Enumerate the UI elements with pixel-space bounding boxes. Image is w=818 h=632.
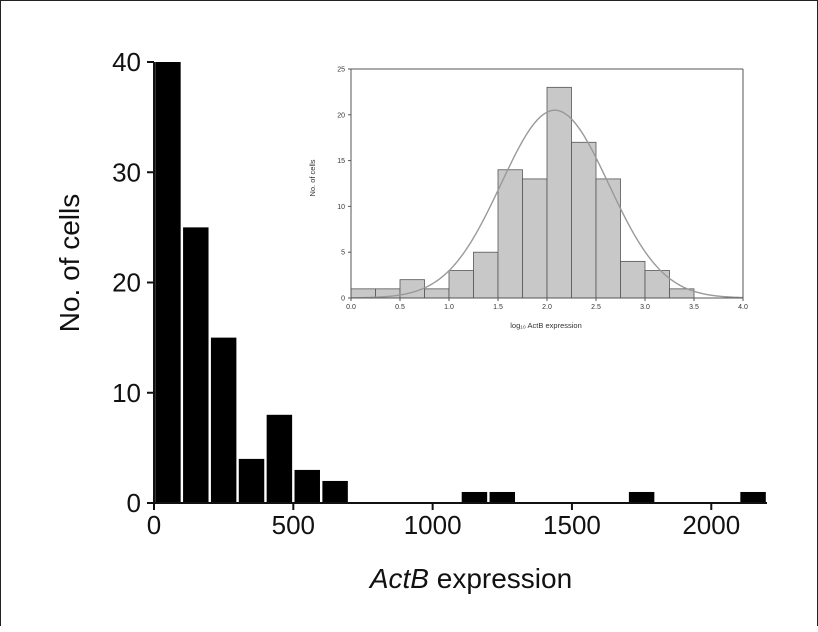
inset-x-axis-label: log₁₀ ActB expression	[510, 321, 582, 330]
main-axes: 0 500 1000 1500 2000 0 10 20 30 40	[112, 47, 767, 540]
inset-bar	[522, 178, 548, 299]
inset-y-tick-label: 25	[337, 67, 345, 74]
main-x-axis-label-rest: expression	[429, 563, 572, 594]
main-x-axis-label-italic: ActB	[368, 563, 429, 594]
main-x-tick-label: 0	[147, 510, 161, 540]
inset-bar	[497, 169, 523, 299]
inset-x-tick-label: 1.5	[493, 304, 503, 311]
main-bar	[238, 458, 265, 503]
inset-y-tick-label: 15	[337, 158, 345, 165]
inset-bar	[571, 141, 597, 299]
main-bar	[210, 337, 237, 503]
main-bar	[461, 491, 488, 503]
main-bars	[155, 62, 766, 503]
main-y-tick-label: 20	[112, 268, 141, 298]
inset-y-tick-label: 10	[337, 204, 345, 211]
main-bar	[628, 491, 655, 503]
inset-x-tick-label: 4.0	[738, 304, 748, 311]
main-x-tick-label: 500	[272, 510, 315, 540]
inset-bars	[350, 86, 695, 299]
main-bar	[294, 469, 320, 503]
main-x-tick-label: 1500	[543, 510, 601, 540]
inset-x-tick-label: 2.5	[591, 304, 601, 311]
inset-bar	[424, 288, 450, 299]
inset-bar	[448, 270, 474, 299]
main-bar	[266, 414, 293, 503]
main-bar	[740, 491, 766, 503]
inset-x-tick-label: 0.5	[395, 304, 405, 311]
inset-bar	[620, 260, 646, 299]
inset-x-tick-label: 2.0	[542, 304, 552, 311]
main-bar	[489, 491, 516, 503]
main-y-tick-label: 40	[112, 47, 141, 77]
inset-x-tick-label: 1.0	[444, 304, 454, 311]
main-x-tick-label: 1000	[404, 510, 462, 540]
main-x-tick-label: 2000	[682, 510, 740, 540]
main-histogram: 0 500 1000 1500 2000 0 10 20 30 40 No. of cells A…	[54, 47, 767, 594]
main-y-tick-label: 30	[112, 157, 141, 187]
main-x-axis-label: ActB expression	[368, 563, 572, 594]
inset-y-tick-label: 5	[341, 250, 345, 257]
inset-y-tick-label: 0	[341, 296, 345, 303]
inset-bar	[546, 86, 572, 299]
inset-bar	[350, 288, 376, 299]
main-bar	[322, 480, 348, 503]
inset-fit-curve	[350, 109, 744, 299]
main-y-tick-label: 0	[127, 488, 141, 518]
main-bar	[183, 227, 209, 503]
inset-y-axis-label: No. of cells	[308, 159, 317, 196]
main-bar	[155, 62, 181, 503]
inset-histogram: 0.0 0.5 1.0 1.5 2.0 2.5 3.0 3.5 4.0 0 5 10 15 20 25 No…	[308, 67, 748, 331]
inset-y-tick-label: 20	[337, 112, 345, 119]
inset-x-tick-label: 3.5	[689, 304, 699, 311]
main-y-axis-label: No. of cells	[54, 194, 85, 333]
inset-axes: 0.0 0.5 1.0 1.5 2.0 2.5 3.0 3.5 4.0 0 5 10 15 20 25	[337, 67, 748, 312]
inset-x-tick-label: 3.0	[640, 304, 650, 311]
main-y-tick-label: 10	[112, 378, 141, 408]
inset-bar	[595, 178, 621, 299]
inset-x-tick-label: 0.0	[346, 304, 356, 311]
inset-bar	[473, 251, 499, 299]
